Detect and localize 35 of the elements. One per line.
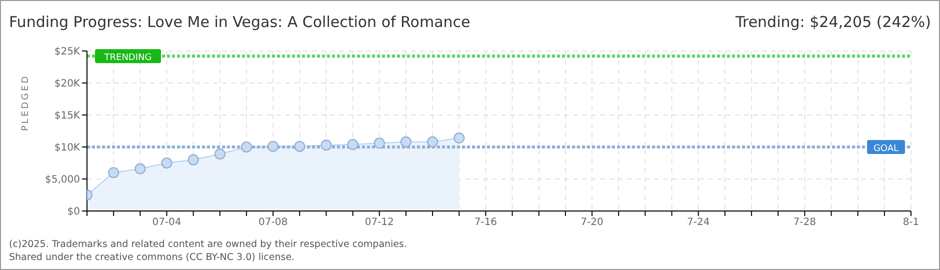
y-tick-label: $20K — [54, 78, 80, 90]
ref-line-label: GOAL — [873, 144, 899, 154]
y-tick-label: $10K — [54, 142, 80, 154]
chart-title: Funding Progress: Love Me in Vegas: A Collection of Romance — [9, 13, 470, 31]
x-tick-label: 07-04 — [152, 217, 182, 228]
y-tick-label: $5,000 — [45, 174, 80, 186]
point — [347, 138, 358, 150]
x-tick-label: 7-20 — [580, 217, 604, 228]
y-tick-label: $0 — [67, 206, 80, 218]
point — [108, 167, 120, 178]
x-tick-label: 07-12 — [364, 217, 394, 228]
point — [400, 136, 412, 148]
y-tick-label: $15K — [54, 110, 80, 122]
point — [374, 138, 385, 149]
point — [240, 142, 252, 152]
point — [188, 154, 199, 166]
x-tick-label: 8-1 — [902, 217, 920, 228]
x-tick-label: 7-16 — [474, 217, 498, 228]
chart-subtitle: Trending: $24,205 (242%) — [736, 13, 931, 31]
y-axis-title: PLEDGED — [21, 74, 32, 131]
point — [214, 148, 226, 160]
x-tick-label: 7-28 — [793, 217, 816, 228]
y-tick-label: $25K — [54, 46, 80, 58]
point — [134, 163, 146, 174]
point — [268, 140, 279, 152]
point — [320, 140, 332, 151]
text: (c)2025. Trademarks and related content are owned by their respective companies. — [9, 239, 407, 250]
point — [454, 132, 465, 144]
x-tick-label: 7-24 — [687, 217, 710, 228]
point — [294, 140, 306, 152]
x-tick-label: 07-08 — [258, 217, 288, 228]
text: Shared under the creative commons (CC BY-NC 3.0) license. — [9, 252, 295, 263]
point — [161, 158, 172, 168]
point — [427, 136, 438, 148]
ref-line-label: TRENDING — [103, 53, 152, 64]
